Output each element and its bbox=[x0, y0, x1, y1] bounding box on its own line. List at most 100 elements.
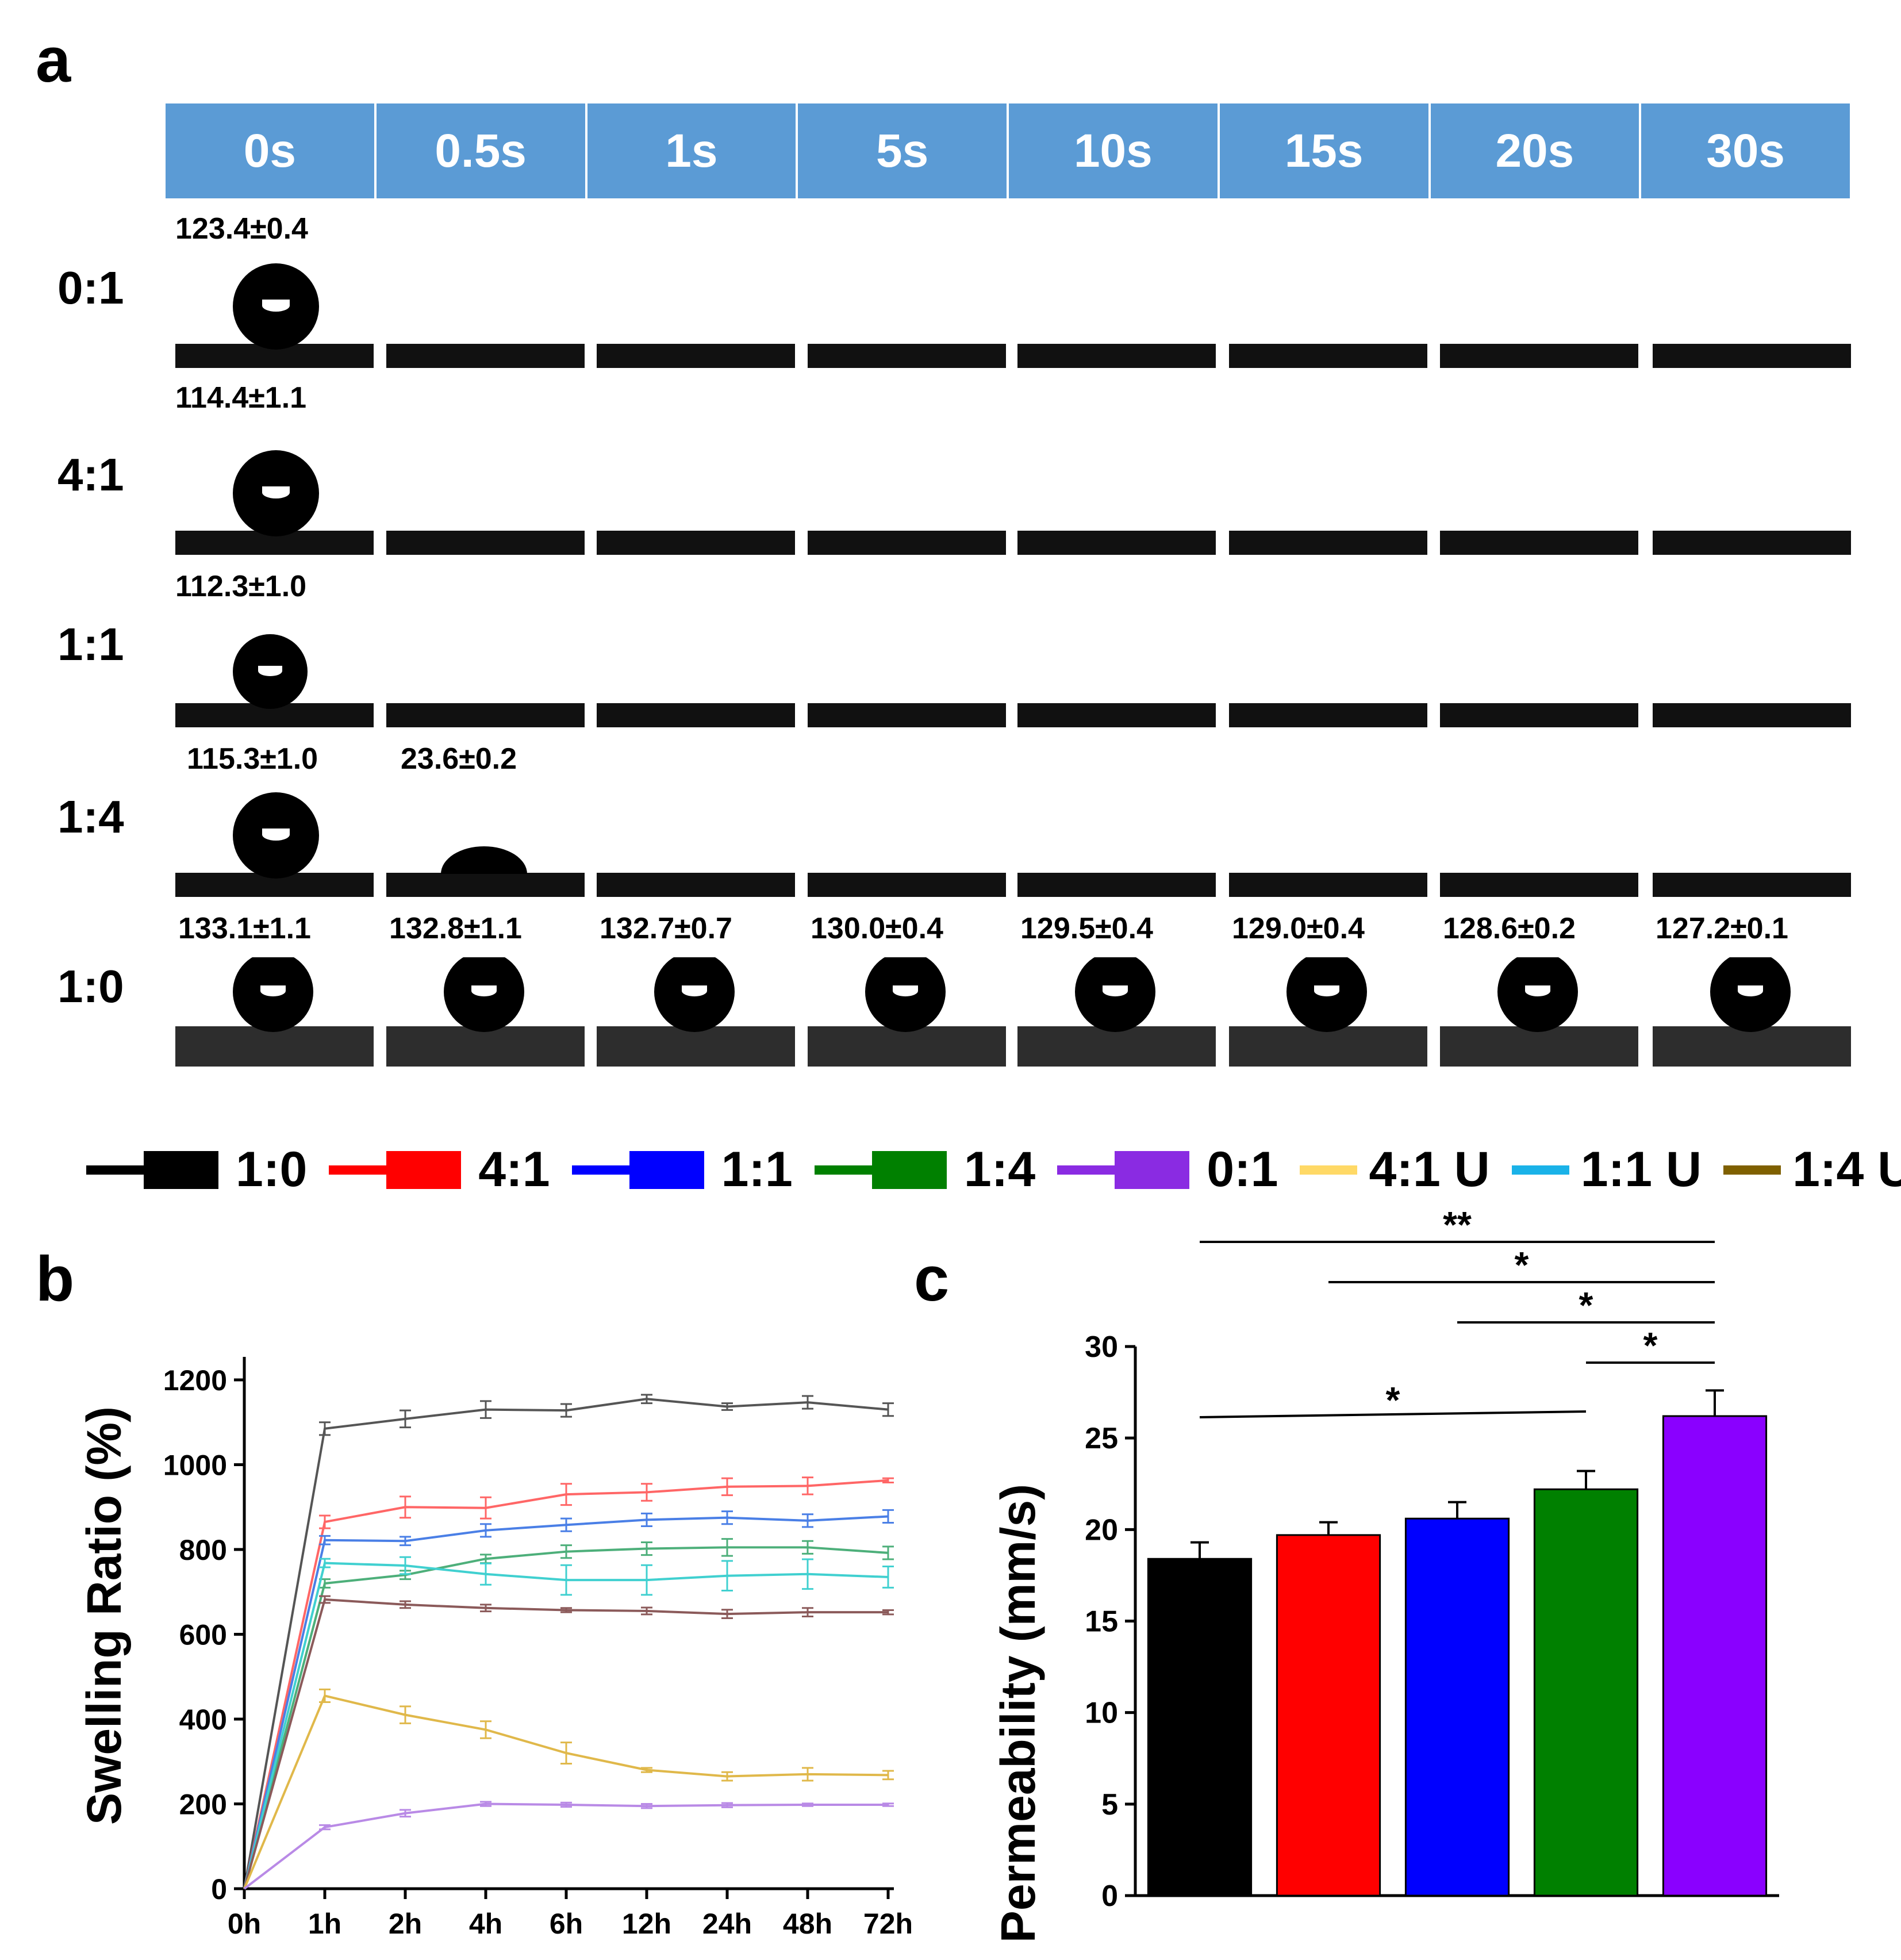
droplet-image bbox=[386, 957, 585, 1067]
legend-box-swatch bbox=[871, 1150, 947, 1189]
droplet-highlight bbox=[1314, 985, 1340, 997]
row-label: 1:4 bbox=[57, 791, 124, 842]
y-tick-label: 15 bbox=[1085, 1605, 1118, 1639]
droplet-image bbox=[1017, 446, 1216, 555]
contact-angle-value: 23.6±0.2 bbox=[401, 742, 517, 776]
substrate bbox=[386, 1026, 585, 1067]
panel-label-a: a bbox=[36, 25, 71, 95]
droplet-image bbox=[1440, 618, 1638, 727]
y-tick-label: 20 bbox=[1085, 1513, 1118, 1547]
droplet-image bbox=[808, 957, 1006, 1067]
substrate bbox=[1653, 531, 1851, 555]
spread-droplet bbox=[441, 846, 527, 874]
time-header-2: 1s bbox=[587, 103, 798, 198]
water-droplet bbox=[1075, 957, 1155, 1032]
significance-label: ** bbox=[1443, 1207, 1472, 1245]
x-tick-label: 12h bbox=[622, 1908, 671, 1940]
time-header-4: 10s bbox=[1009, 103, 1220, 198]
droplet-image bbox=[1017, 957, 1216, 1067]
droplet-highlight bbox=[262, 829, 290, 841]
water-droplet bbox=[1497, 957, 1578, 1032]
legend-line-swatch bbox=[1300, 1165, 1358, 1175]
contact-angle-value: 132.7±0.7 bbox=[600, 912, 732, 945]
y-tick-label: 0 bbox=[211, 1873, 227, 1905]
y-tick-label: 5 bbox=[1101, 1788, 1118, 1821]
legend-item: 1:4 bbox=[814, 1141, 1053, 1198]
water-droplet bbox=[233, 634, 308, 709]
legend-label: 1:1 U bbox=[1580, 1142, 1702, 1197]
droplet-image bbox=[1653, 618, 1851, 727]
substrate bbox=[1440, 873, 1638, 897]
legend-item: 1:1 U bbox=[1511, 1141, 1719, 1198]
droplet-highlight bbox=[892, 985, 919, 997]
substrate bbox=[1653, 873, 1851, 897]
substrate bbox=[1017, 873, 1216, 897]
substrate bbox=[1229, 703, 1427, 727]
series-line-1-4 bbox=[243, 1546, 889, 1889]
droplet-image bbox=[808, 618, 1006, 727]
series-line-0-1 bbox=[243, 1802, 888, 1890]
droplet-image bbox=[597, 259, 795, 368]
substrate bbox=[1653, 1026, 1851, 1067]
droplet-image bbox=[1017, 259, 1216, 368]
water-droplet bbox=[233, 263, 319, 350]
substrate bbox=[1229, 344, 1427, 368]
legend-box-swatch bbox=[386, 1150, 462, 1189]
y-axis-title: Permeability (mm/s) bbox=[991, 1484, 1045, 1943]
bar-1-4 bbox=[1533, 1488, 1639, 1897]
legend-item: 4:1 bbox=[329, 1141, 567, 1198]
bar-0-1 bbox=[1662, 1415, 1768, 1897]
substrate bbox=[597, 873, 795, 897]
droplet-image bbox=[175, 788, 374, 897]
time-header-0: 0s bbox=[166, 103, 377, 198]
droplet-image bbox=[1653, 957, 1851, 1067]
water-droplet bbox=[233, 957, 313, 1032]
legend-label: 4:1 bbox=[478, 1142, 550, 1197]
droplet-highlight bbox=[260, 985, 286, 997]
contact-angle-value: 127.2±0.1 bbox=[1656, 912, 1788, 945]
legend-label: 1:4 U bbox=[1792, 1142, 1901, 1197]
substrate bbox=[597, 344, 795, 368]
water-droplet bbox=[1286, 957, 1367, 1032]
legend-line-swatch bbox=[1511, 1165, 1569, 1175]
significance-label: * bbox=[1515, 1244, 1529, 1286]
droplet-highlight bbox=[1524, 985, 1551, 997]
substrate bbox=[1440, 703, 1638, 727]
y-tick-label: 25 bbox=[1085, 1422, 1118, 1455]
series-line-1-0 bbox=[243, 1398, 889, 1889]
series-line-4-1-U bbox=[243, 1694, 889, 1889]
substrate bbox=[808, 344, 1006, 368]
x-tick-label: 0h bbox=[228, 1908, 261, 1940]
x-tick-label: 72h bbox=[863, 1908, 913, 1940]
substrate bbox=[1229, 1026, 1427, 1067]
legend-line-swatch bbox=[814, 1165, 872, 1175]
water-droplet bbox=[1710, 957, 1791, 1032]
substrate bbox=[808, 703, 1006, 727]
row-label: 0:1 bbox=[57, 262, 124, 313]
droplet-image bbox=[1440, 446, 1638, 555]
droplet-highlight bbox=[681, 985, 708, 997]
contact-angle-value: 112.3±1.0 bbox=[175, 570, 307, 603]
droplet-image bbox=[386, 788, 585, 897]
legend-item: 4:1 U bbox=[1300, 1141, 1507, 1198]
contact-angle-value: 115.3±1.0 bbox=[187, 742, 318, 776]
significance-label: * bbox=[1579, 1284, 1593, 1326]
legend-item: 1:4 U bbox=[1723, 1141, 1901, 1198]
y-axis-title: Swelling Ratio (%) bbox=[77, 1406, 131, 1825]
y-tick-label: 0 bbox=[1101, 1880, 1118, 1913]
contact-angle-value: 114.4±1.1 bbox=[175, 381, 307, 415]
panel-label-b: b bbox=[36, 1244, 75, 1314]
x-tick-label: 2h bbox=[389, 1908, 422, 1940]
substrate bbox=[386, 703, 585, 727]
legend-line-swatch bbox=[571, 1165, 629, 1175]
droplet-highlight bbox=[262, 300, 290, 312]
droplet-highlight bbox=[1737, 985, 1764, 997]
substrate bbox=[386, 873, 585, 897]
droplet-highlight bbox=[262, 486, 290, 498]
droplet-image bbox=[1229, 618, 1427, 727]
substrate bbox=[386, 531, 585, 555]
legend-line-swatch bbox=[329, 1165, 387, 1175]
substrate bbox=[1017, 703, 1216, 727]
legend-label: 1:0 bbox=[236, 1142, 308, 1197]
contact-angle-value: 128.6±0.2 bbox=[1443, 912, 1576, 945]
